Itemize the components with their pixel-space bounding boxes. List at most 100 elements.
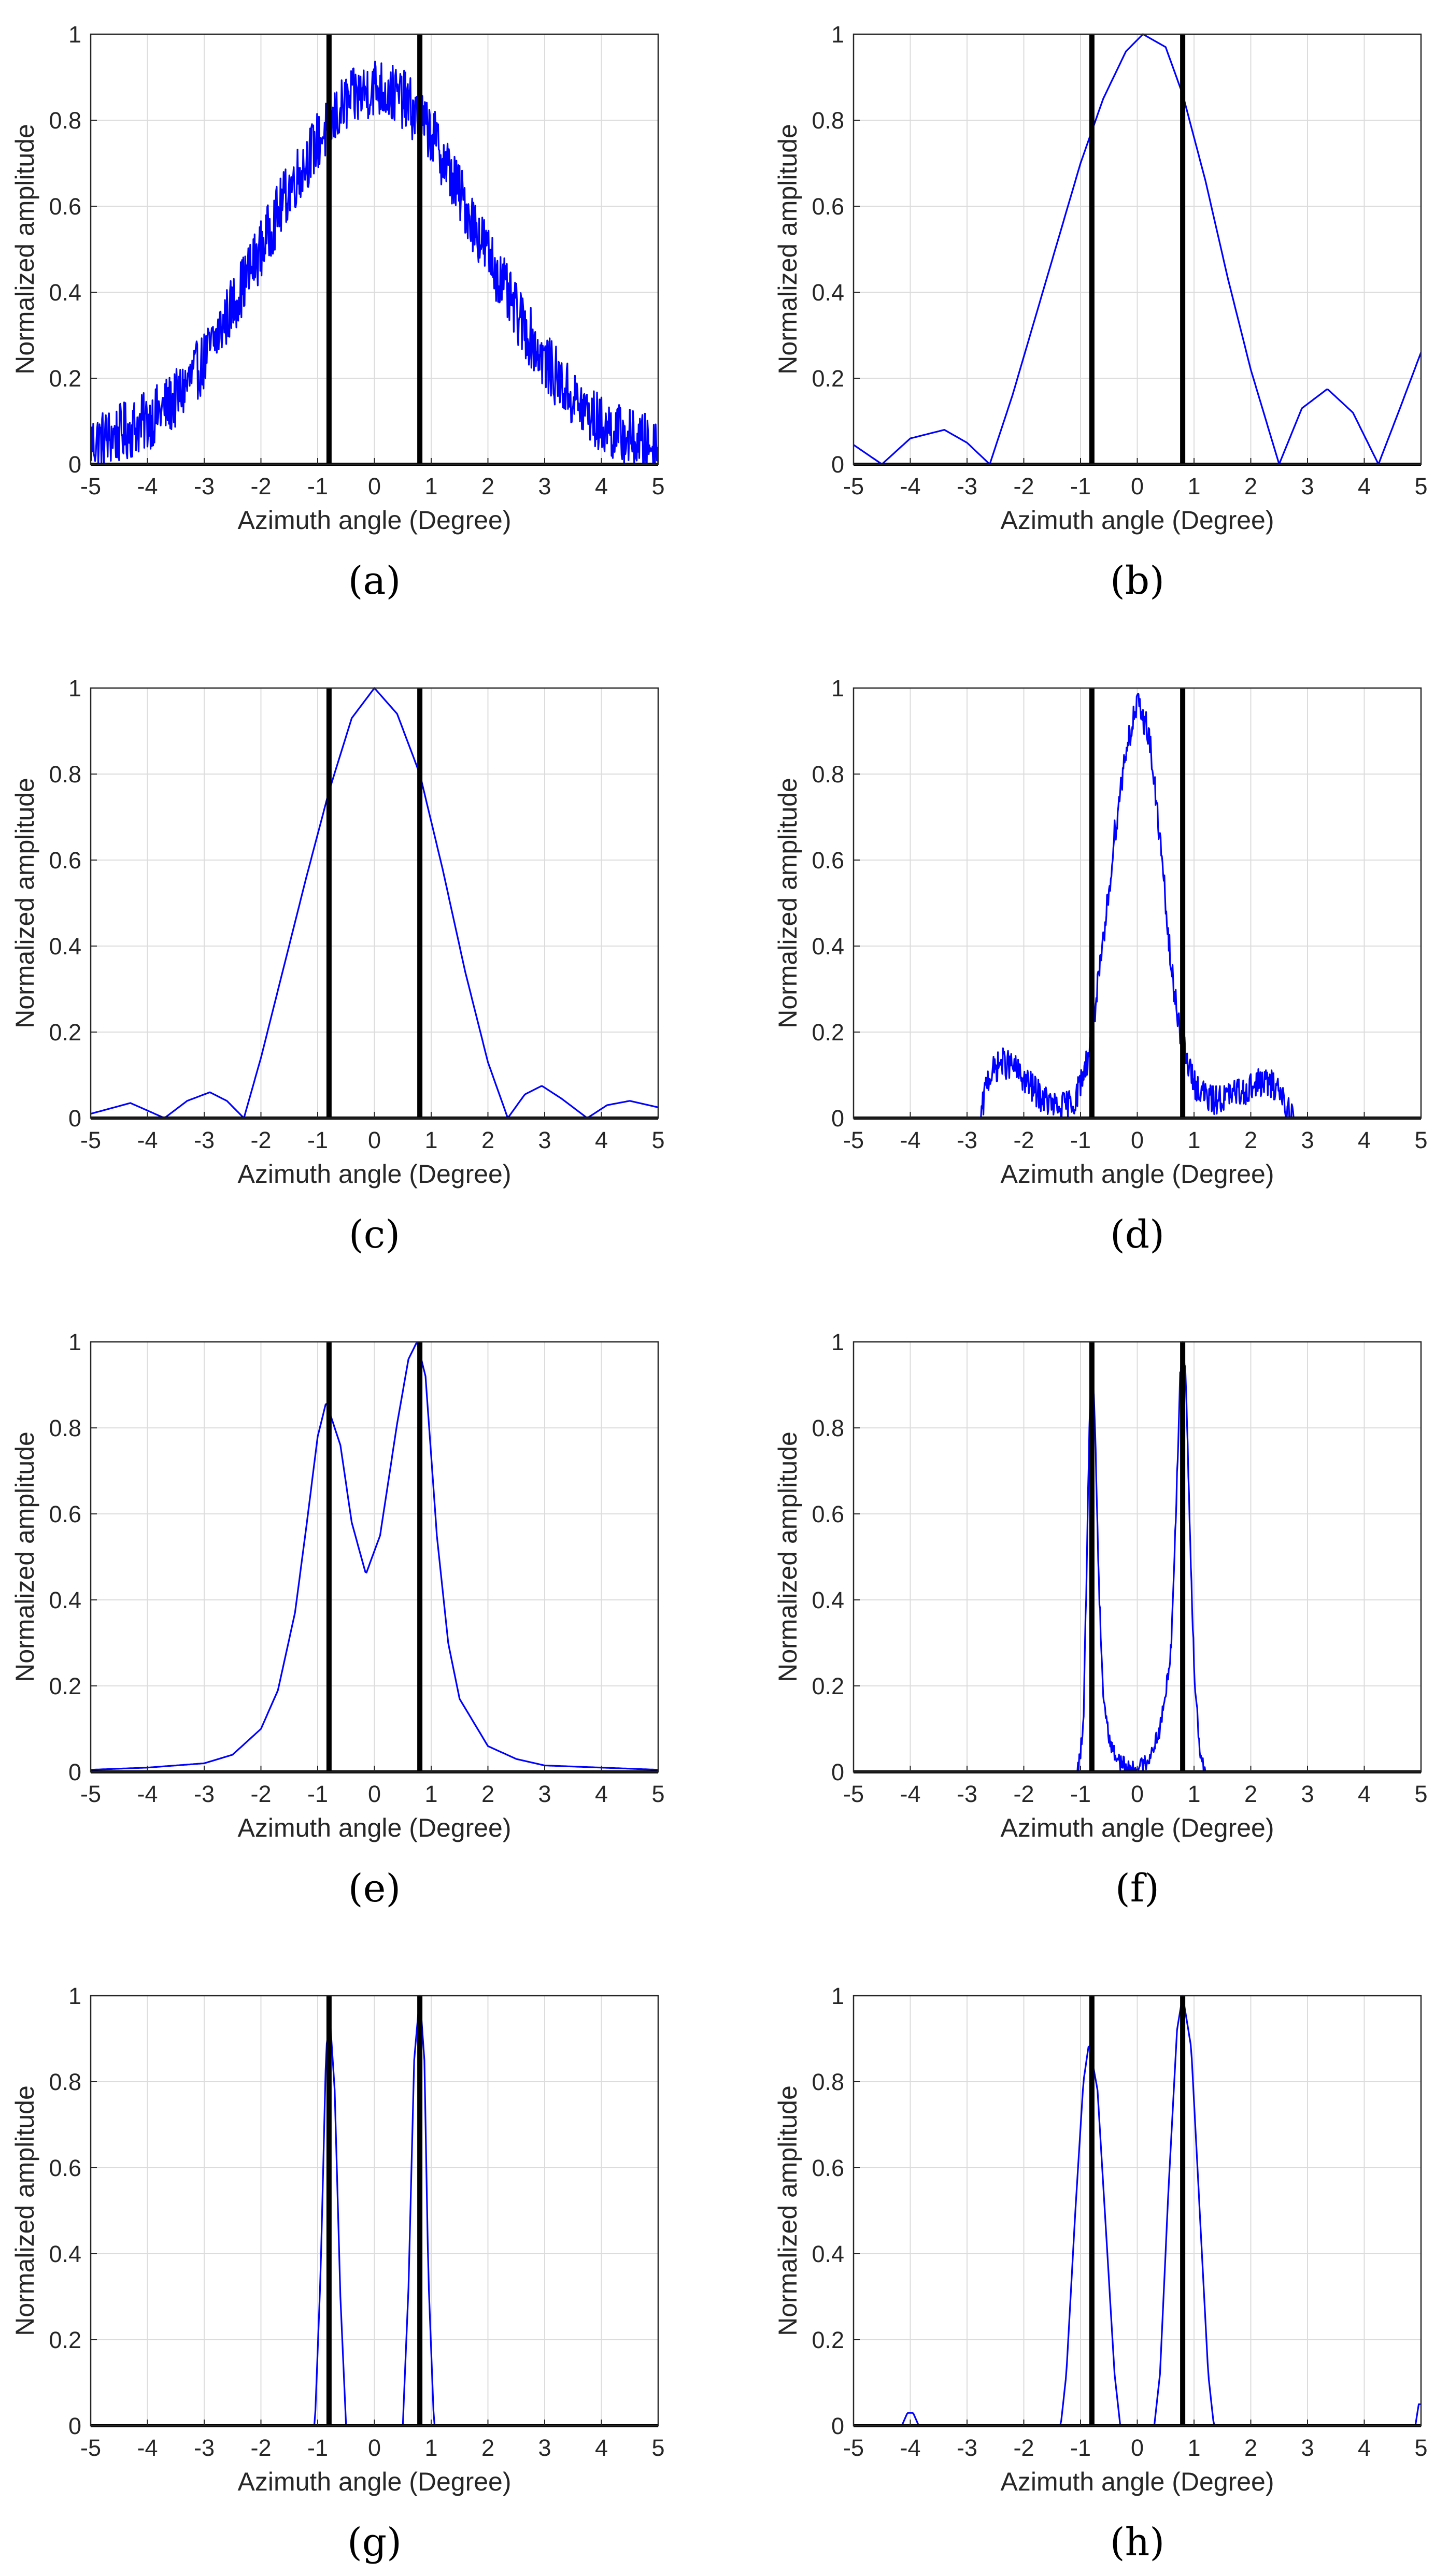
x-tick-label: 1: [1187, 1781, 1200, 1807]
y-tick-label: 1: [68, 1983, 81, 2009]
x-tick-label: -1: [1070, 1781, 1091, 1807]
x-tick-label: -5: [80, 473, 101, 499]
y-tick-label: 0.2: [812, 365, 844, 392]
panel-caption: (b): [1110, 559, 1164, 603]
panel-caption: (g): [347, 2520, 402, 2565]
y-tick-label: 1: [831, 21, 844, 48]
x-tick-label: 2: [481, 1127, 494, 1153]
x-tick-label: 0: [368, 1781, 381, 1807]
y-axis-label: Normalized amplitude: [10, 124, 39, 375]
panel-caption: (f): [1115, 1866, 1159, 1911]
panel-g: -5 -4 -3 -2 -1 0 1 2 3 4 5 0 0.2 0.4 0.6 0.8 1 Azimuth an…: [10, 1983, 665, 2565]
x-tick-label: 5: [1414, 2435, 1427, 2461]
x-tick-label: 0: [1131, 1127, 1144, 1153]
x-tick-label: 5: [1414, 473, 1427, 499]
x-axis-label: Azimuth angle (Degree): [1000, 1160, 1274, 1189]
x-tick-label: -2: [250, 1781, 271, 1807]
x-tick-label: -5: [80, 1127, 101, 1153]
x-tick-label: 4: [1358, 1781, 1371, 1807]
panel-c: -5 -4 -3 -2 -1 0 1 2 3 4 5 0 0.2 0.4 0.6 0.8 1 Azimuth an…: [10, 675, 665, 1257]
panel-caption: (h): [1110, 2520, 1164, 2565]
x-axis-label: Azimuth angle (Degree): [237, 1160, 511, 1189]
panel-b: -5 -4 -3 -2 -1 0 1 2 3 4 5 0 0.2 0.4 0.6 0.8 1 Azimuth an…: [773, 21, 1428, 603]
x-tick-label: 3: [538, 1127, 551, 1153]
y-tick-label: 0.4: [812, 2241, 844, 2267]
x-tick-label: -5: [843, 1127, 864, 1153]
x-tick-label: 2: [481, 473, 494, 499]
x-tick-label: -2: [1013, 473, 1034, 499]
x-axis-label: Azimuth angle (Degree): [1000, 1813, 1274, 1842]
y-tick-label: 0.2: [49, 1019, 81, 1046]
x-tick-label: 5: [1414, 1127, 1427, 1153]
y-tick-label: 0.6: [812, 1501, 844, 1527]
x-tick-label: -5: [843, 2435, 864, 2461]
x-tick-label: -1: [307, 473, 328, 499]
x-tick-label: -4: [137, 1127, 158, 1153]
y-axis-label: Normalized amplitude: [773, 124, 802, 375]
x-tick-label: -4: [900, 1127, 920, 1153]
x-axis-label: Azimuth angle (Degree): [237, 2467, 511, 2496]
y-tick-label: 0.6: [812, 847, 844, 874]
y-tick-label: 0.8: [812, 761, 844, 788]
y-tick-label: 0.8: [49, 2069, 81, 2095]
y-tick-label: 1: [68, 675, 81, 702]
x-tick-label: 3: [1301, 2435, 1314, 2461]
x-tick-label: 4: [1358, 473, 1371, 499]
panel-h: -5 -4 -3 -2 -1 0 1 2 3 4 5 0 0.2 0.4 0.6 0.8 1 Azimuth an…: [773, 1983, 1428, 2565]
x-tick-label: -1: [307, 1127, 328, 1153]
x-tick-label: -2: [250, 473, 271, 499]
x-tick-label: 0: [368, 1127, 381, 1153]
y-tick-label: 0: [68, 1759, 81, 1785]
y-tick-label: 0.4: [49, 279, 81, 306]
x-tick-label: 1: [1187, 2435, 1200, 2461]
x-tick-label: 5: [651, 1127, 664, 1153]
x-tick-label: 2: [481, 1781, 494, 1807]
x-tick-label: -4: [137, 473, 158, 499]
y-tick-label: 0.4: [812, 279, 844, 306]
x-tick-label: 5: [651, 2435, 664, 2461]
y-axis-label: Normalized amplitude: [773, 778, 802, 1028]
x-axis-label: Azimuth angle (Degree): [237, 1813, 511, 1842]
y-tick-label: 0.4: [49, 1587, 81, 1613]
y-tick-label: 0.2: [812, 1019, 844, 1046]
x-tick-label: -2: [1013, 1781, 1034, 1807]
x-tick-label: 5: [651, 1781, 664, 1807]
grid: [853, 1995, 1422, 2426]
x-tick-label: -3: [194, 473, 215, 499]
x-tick-label: 0: [1131, 473, 1144, 499]
y-tick-label: 0.2: [812, 2327, 844, 2353]
y-axis-label: Normalized amplitude: [10, 1432, 39, 1682]
x-tick-label: -5: [843, 473, 864, 499]
y-tick-label: 1: [831, 1329, 844, 1355]
x-tick-label: 1: [424, 2435, 437, 2461]
x-tick-label: -1: [307, 2435, 328, 2461]
x-tick-label: 0: [1131, 2435, 1144, 2461]
y-tick-label: 0: [68, 1105, 81, 1132]
x-tick-label: -4: [137, 2435, 158, 2461]
x-tick-label: 1: [1187, 1127, 1200, 1153]
y-tick-label: 0.6: [812, 2155, 844, 2181]
y-tick-label: 0: [831, 451, 844, 478]
series-line: [854, 33, 1421, 465]
y-tick-label: 0.4: [49, 933, 81, 960]
y-axis-label: Normalized amplitude: [10, 778, 39, 1028]
y-tick-label: 0.8: [812, 1415, 844, 1441]
x-tick-label: 2: [1244, 1781, 1257, 1807]
y-axis-label: Normalized amplitude: [773, 1432, 802, 1682]
x-tick-label: 4: [595, 473, 608, 499]
x-tick-label: -3: [957, 473, 977, 499]
x-tick-label: -2: [250, 2435, 271, 2461]
y-tick-label: 0.6: [49, 847, 81, 874]
x-tick-label: 1: [1187, 473, 1200, 499]
x-tick-label: -2: [1013, 2435, 1034, 2461]
panel-e: -5 -4 -3 -2 -1 0 1 2 3 4 5 0 0.2 0.4 0.6 0.8 1 Azimuth an…: [10, 1329, 665, 1911]
y-tick-label: 0.4: [812, 1587, 844, 1613]
y-tick-label: 0.6: [49, 2155, 81, 2181]
x-tick-label: -1: [1070, 1127, 1091, 1153]
series-line: [91, 1342, 658, 1771]
x-tick-label: 3: [538, 2435, 551, 2461]
x-tick-label: 4: [595, 2435, 608, 2461]
x-axis-label: Azimuth angle (Degree): [237, 506, 511, 535]
y-tick-label: 0.6: [49, 193, 81, 220]
